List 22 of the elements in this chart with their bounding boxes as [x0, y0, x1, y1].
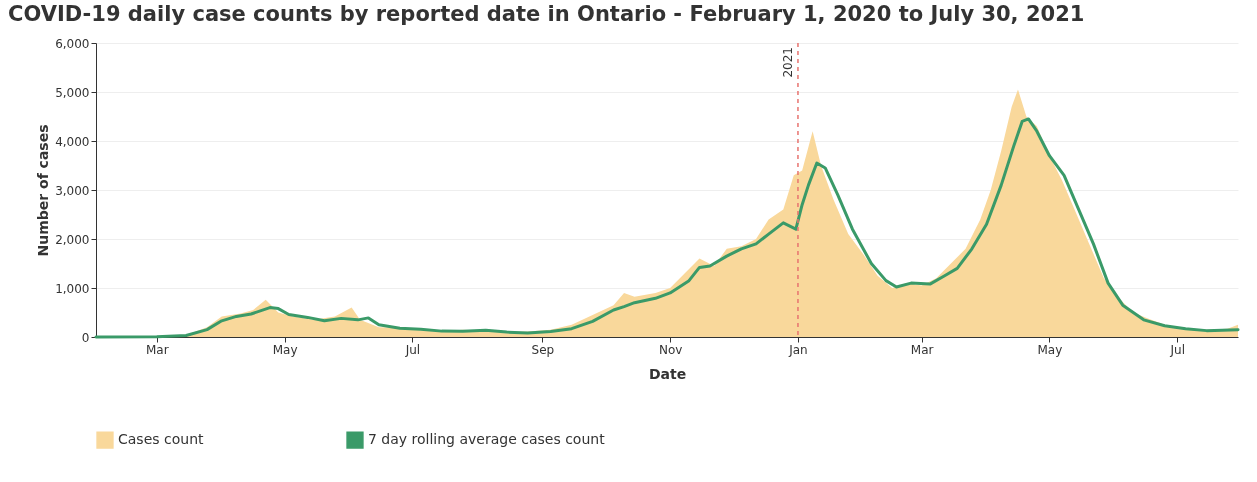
y-tick-label: 0	[81, 330, 90, 345]
legend-label: 7 day rolling average cases count	[368, 431, 606, 448]
y-tick-label: 6,000	[55, 36, 90, 51]
legend-label: Cases count	[118, 431, 205, 448]
x-tick-label: May	[1037, 342, 1063, 357]
y-tick-label: 3,000	[55, 183, 90, 198]
x-tick-label: May	[272, 342, 298, 357]
y-axis-title: Number of cases	[35, 124, 52, 257]
x-tick-label: Mar	[910, 342, 934, 357]
x-tick-label: Sep	[531, 342, 555, 357]
y-tick-label: 4,000	[55, 134, 90, 149]
y-tick-label: 5,000	[55, 85, 90, 100]
y-tick-label: 2,000	[55, 232, 90, 247]
x-tick-label: Mar	[145, 342, 169, 357]
x-tick-label: Jan	[788, 342, 808, 357]
x-tick-label: Nov	[658, 342, 683, 357]
y-tick-label: 1,000	[55, 281, 90, 296]
x-tick-label: Jul	[1169, 342, 1185, 357]
x-axis-title: Date	[648, 365, 687, 382]
x-tick-label: Jul	[404, 342, 421, 357]
ref-line-label: 2021	[780, 47, 795, 78]
chart-title: COVID-19 daily case counts by reported date in Ontario - February 1, 2020 to July 30, 2021	[8, 2, 1085, 26]
